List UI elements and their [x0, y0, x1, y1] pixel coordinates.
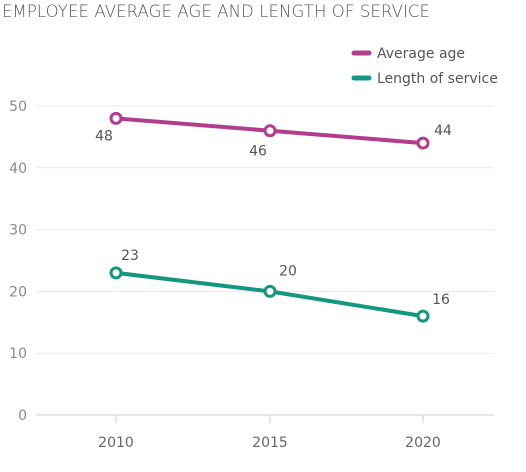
data-point-0-1	[265, 126, 275, 136]
legend-label-1: Length of service	[377, 71, 498, 87]
y-tick-label-0: 0	[18, 408, 27, 424]
x-tick-label-2010: 2010	[98, 435, 134, 451]
data-point-1-0	[111, 268, 121, 278]
data-label-0-0: 48	[95, 128, 113, 144]
y-tick-label-10: 10	[9, 346, 27, 362]
legend-label-0: Average age	[377, 46, 465, 62]
y-tick-label-40: 40	[9, 161, 27, 177]
data-label-0-2: 44	[434, 123, 452, 139]
data-label-1-1: 20	[279, 263, 297, 279]
data-point-0-0	[111, 113, 121, 123]
data-label-1-2: 16	[432, 292, 450, 308]
data-label-0-1: 46	[249, 144, 267, 160]
data-point-0-2	[418, 138, 428, 148]
data-point-1-1	[265, 286, 275, 296]
y-tick-label-50: 50	[9, 99, 27, 115]
y-tick-label-30: 30	[9, 223, 27, 239]
x-tick-label-2015: 2015	[252, 435, 288, 451]
y-tick-label-20: 20	[9, 284, 27, 300]
x-tick-label-2020: 2020	[405, 435, 441, 451]
data-label-1-0: 23	[121, 248, 139, 264]
data-point-1-2	[418, 311, 428, 321]
